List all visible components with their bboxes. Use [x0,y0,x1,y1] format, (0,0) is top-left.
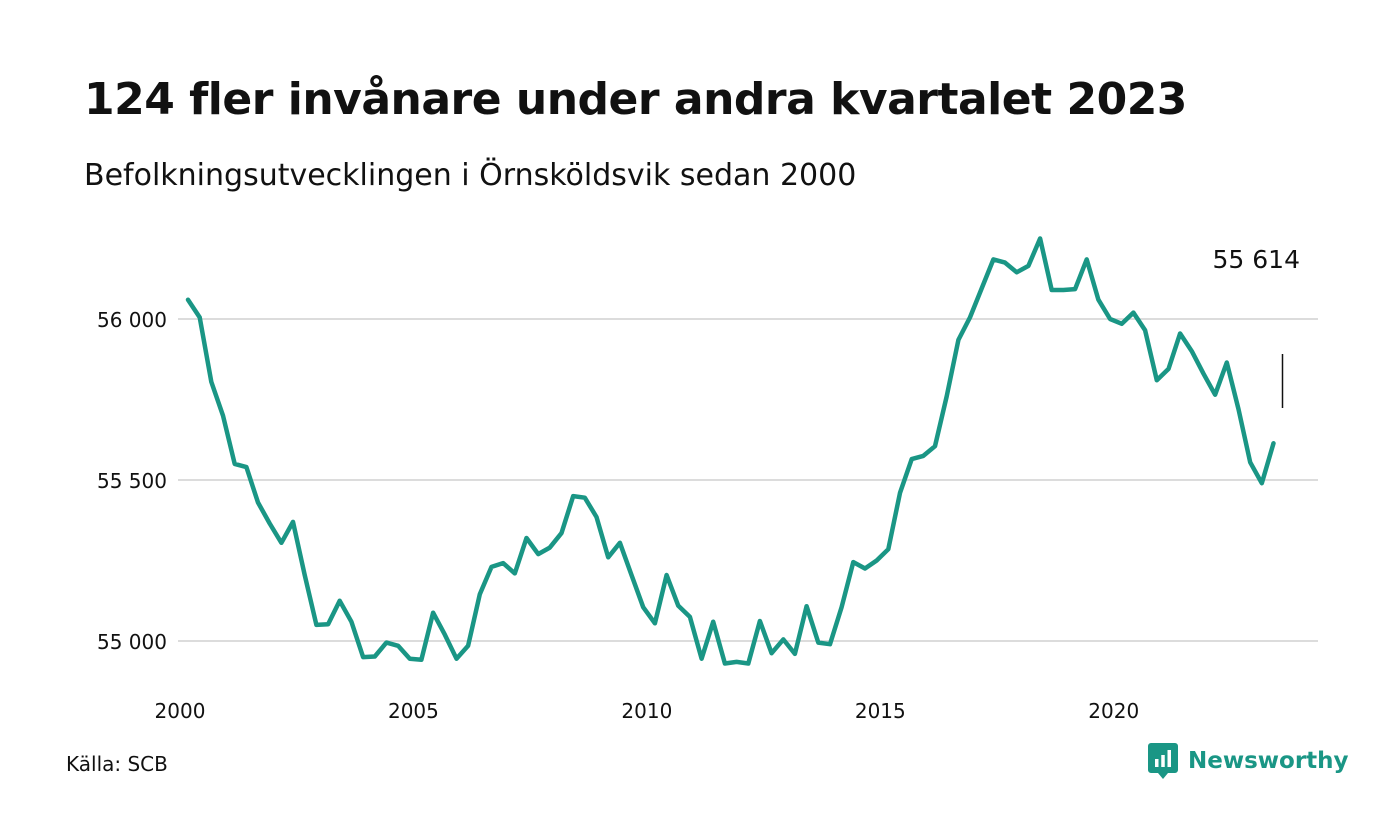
annotation-layer: 55 614 [1213,245,1300,408]
newsworthy-logo-icon [1148,743,1178,779]
x-tick-label: 2000 [155,699,206,723]
y-axis-tick-labels: 55 000 55 500 56 000 [97,308,167,654]
x-tick-label: 2005 [388,699,439,723]
y-tick-label: 55 000 [97,630,167,654]
y-tick-label: 55 500 [97,469,167,493]
brand-logo: Newsworthy [1148,743,1349,779]
x-tick-label: 2020 [1088,699,1139,723]
gridlines [178,318,1318,642]
chart-subtitle: Befolkningsutvecklingen i Örnsköldsvik s… [84,158,857,193]
source-label: Källa: SCB [66,752,168,776]
y-tick-label: 56 000 [97,308,167,332]
x-axis-tick-labels: 2000 2005 2010 2015 2020 [155,699,1140,723]
brand-name: Newsworthy [1188,748,1349,774]
chart-title: 124 fler invånare under andra kvartalet … [84,74,1187,125]
annotation-label: 55 614 [1213,245,1300,274]
x-tick-label: 2015 [855,699,906,723]
series-line [185,236,1276,666]
series-layer [185,236,1276,666]
x-tick-label: 2010 [621,699,672,723]
